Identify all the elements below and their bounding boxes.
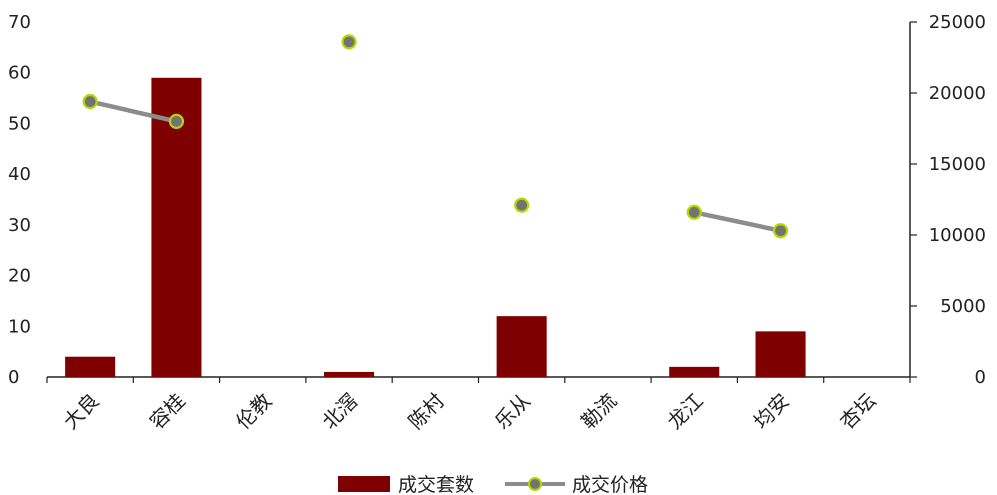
- legend-bar-swatch: [338, 476, 390, 492]
- bar: [755, 331, 806, 377]
- line-point: [341, 34, 357, 50]
- left-tick-label: 20: [8, 266, 31, 287]
- left-tick-label: 10: [8, 316, 31, 337]
- bar: [65, 356, 116, 377]
- line-point: [514, 197, 530, 213]
- right-tick-label: 0: [975, 367, 986, 388]
- category-label: 北滘: [317, 389, 362, 434]
- right-tick-label: 20000: [929, 83, 986, 104]
- bar-series: [65, 77, 806, 378]
- line-segment: [87, 99, 179, 124]
- left-axis-ticks: 0 10 20 30 40 50 60 70: [8, 12, 31, 388]
- line-point: [168, 113, 185, 130]
- line-segment: [692, 210, 783, 233]
- left-tick-label: 60: [8, 63, 31, 84]
- left-tick-label: 30: [8, 215, 31, 236]
- line-point: [686, 204, 702, 220]
- line-point: [82, 93, 98, 110]
- left-tick-label: 70: [8, 12, 31, 33]
- right-tick-label: 10000: [929, 225, 986, 246]
- bar: [669, 366, 720, 377]
- right-tick-label: 25000: [929, 12, 986, 33]
- left-tick-label: 0: [8, 367, 19, 388]
- legend-line-marker: [528, 477, 542, 491]
- left-tick-label: 40: [8, 164, 31, 185]
- category-labels: 大良 容桂 伦教 北滘 陈村 乐从 勒流 龙江 均安 杏坛: [58, 389, 880, 434]
- category-label: 大良: [58, 389, 103, 434]
- category-label: 杏坛: [835, 389, 880, 434]
- right-axis-ticks: 0 5000 10000 15000 20000 25000: [910, 12, 986, 388]
- category-label: 均安: [749, 389, 794, 434]
- category-label: 容桂: [145, 389, 190, 434]
- bar: [496, 316, 547, 377]
- line-point: [772, 223, 789, 239]
- left-tick-label: 50: [8, 113, 31, 134]
- category-label: 伦教: [231, 389, 276, 434]
- category-label: 勒流: [576, 389, 621, 434]
- legend: 成交套数 成交价格: [338, 474, 648, 495]
- legend-line-label: 成交价格: [572, 474, 648, 495]
- right-tick-label: 15000: [929, 154, 986, 175]
- bar: [324, 371, 375, 377]
- category-label: 乐从: [490, 389, 535, 434]
- right-tick-label: 5000: [940, 296, 986, 317]
- line-series: [82, 34, 789, 239]
- category-label: 陈村: [404, 389, 449, 434]
- category-label: 龙江: [663, 389, 708, 434]
- legend-bar-label: 成交套数: [398, 474, 474, 495]
